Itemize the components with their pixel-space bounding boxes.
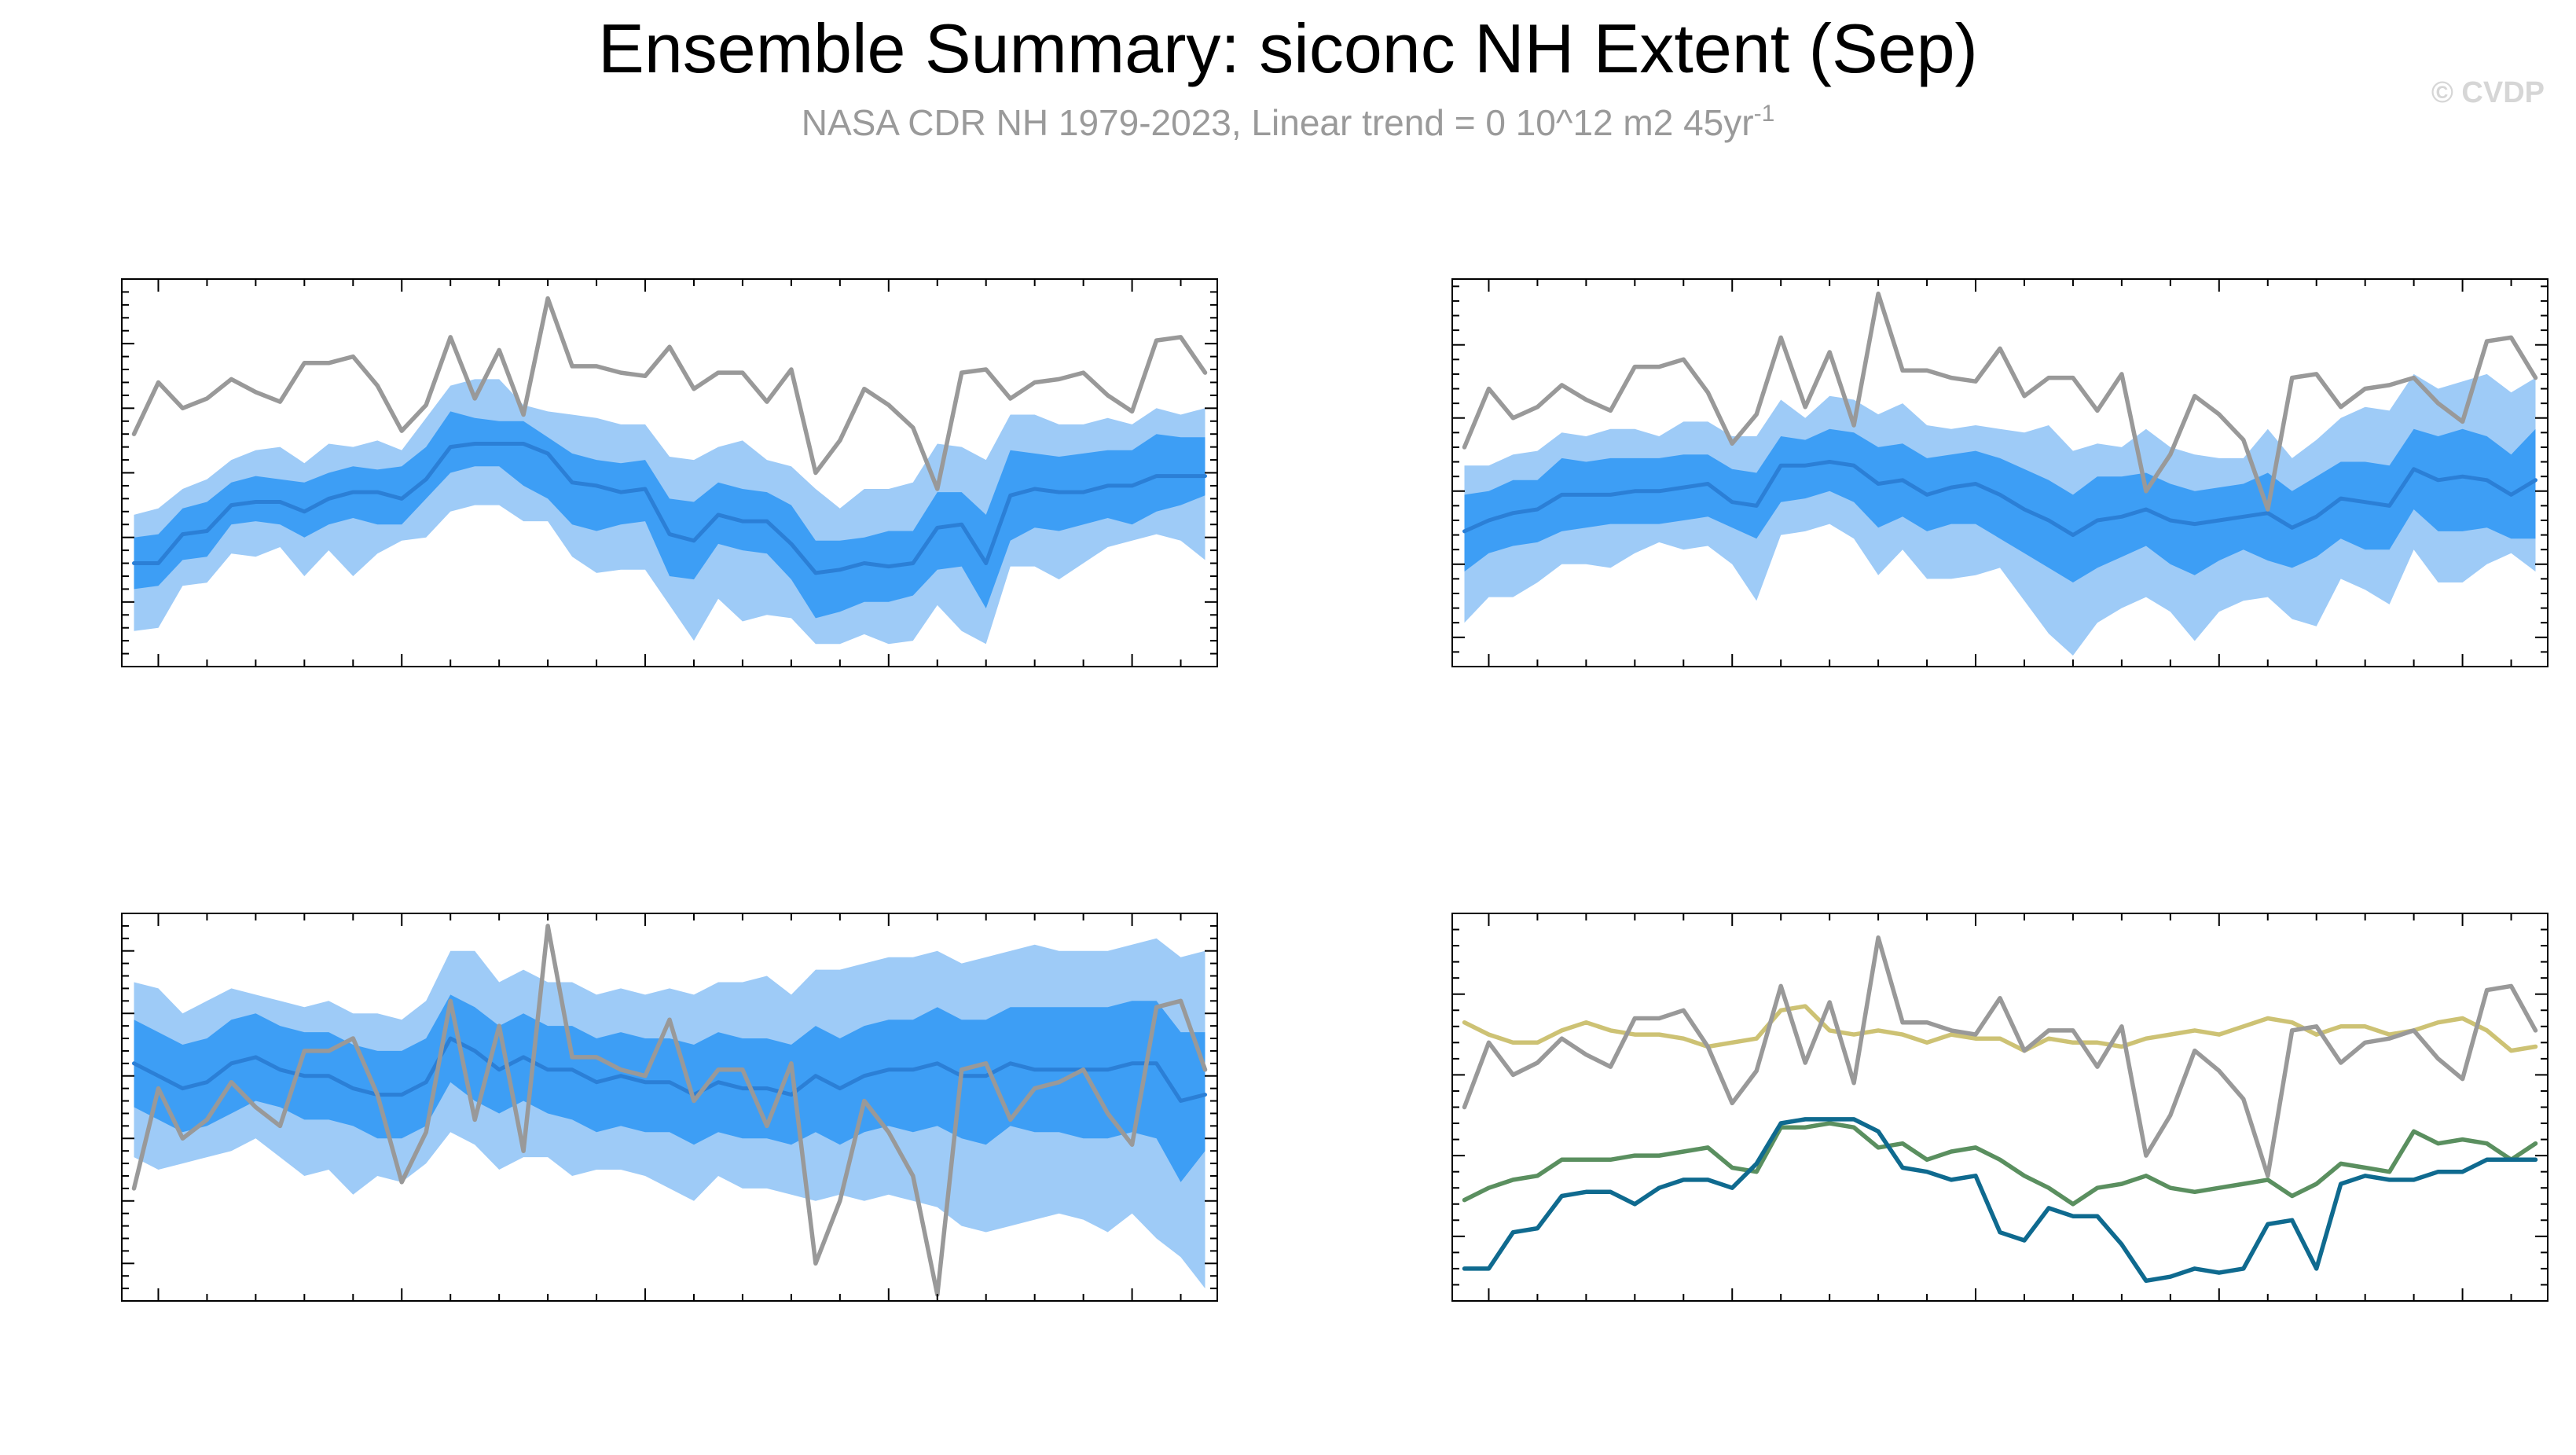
series-line-observed [1462,935,2538,1178]
series-line-observed [131,924,1208,1297]
panel-smbb [1451,278,2548,667]
watermark: © CVDP [2431,76,2545,109]
series-line-ensemble-mean [1462,460,2537,538]
series-line-observed [131,296,1208,491]
subtitle-text: NASA CDR NH 1979-2023, Linear trend = 0 … [802,102,1754,143]
series-line-ensemble-mean [132,1036,1207,1103]
figure-subtitle: NASA CDR NH 1979-2023, Linear trend = 0 … [802,101,1775,143]
spread-band-inner [134,411,1205,619]
series-line-cesm1-lens [1462,1004,2538,1053]
figure-title: Ensemble Summary: siconc NH Extent (Sep) [598,9,1978,87]
plot-frame [121,913,1218,1302]
spread-band-inner [134,994,1205,1182]
series-line-cesm2-lens-smbb [1462,1121,2538,1207]
plot-area [1452,913,2548,1301]
plot-frame [1451,278,2548,667]
series-line-cesm2-lens-cmip6 [1462,1117,2538,1284]
series-line-observed [1462,291,2538,512]
panel-cmip6 [121,278,1218,667]
series-line-ensemble-mean [132,442,1207,575]
subtitle-superscript: -1 [1754,101,1775,127]
panel-cesm1 [121,913,1218,1302]
panel-ensemble-mean-summary [1451,913,2548,1302]
spread-band-inner [1464,428,2536,582]
